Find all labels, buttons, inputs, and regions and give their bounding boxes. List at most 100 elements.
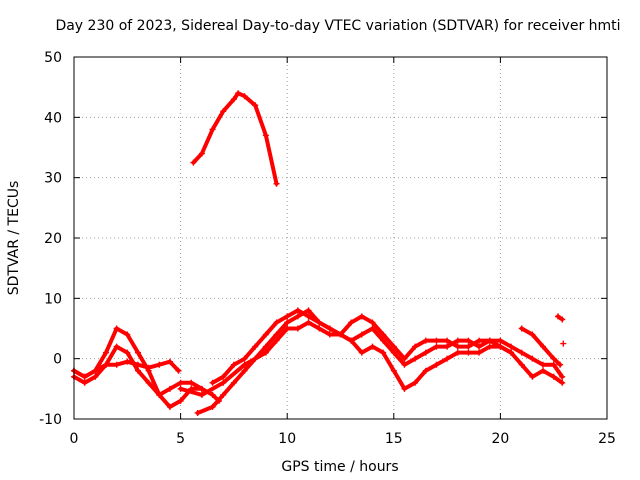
data-point	[230, 379, 237, 386]
data-point	[508, 343, 515, 350]
x-tick-label: 20	[491, 431, 509, 447]
data-point	[305, 307, 312, 314]
data-point	[412, 379, 419, 386]
data-point	[262, 343, 269, 350]
data-point	[113, 361, 120, 368]
data-point	[550, 373, 557, 380]
data-point	[529, 373, 536, 380]
data-point	[316, 319, 323, 326]
data-point	[305, 319, 312, 326]
data-point	[465, 337, 472, 344]
data-point	[284, 325, 291, 332]
x-tick-label: 25	[598, 431, 616, 447]
data-point	[554, 313, 561, 320]
data-point	[81, 373, 88, 380]
data-point	[230, 361, 237, 368]
data-point	[529, 355, 536, 362]
data-point	[145, 364, 152, 371]
data-point	[209, 391, 216, 398]
data-point	[198, 150, 205, 157]
y-tick-label: 0	[53, 352, 62, 368]
data-point	[220, 108, 227, 115]
series-track-5	[210, 308, 565, 385]
data-point	[284, 319, 291, 326]
data-point	[273, 319, 280, 326]
data-point	[177, 379, 184, 386]
data-point	[81, 379, 88, 386]
data-point	[369, 319, 376, 326]
data-point	[497, 343, 504, 350]
y-tick-label: 20	[44, 231, 62, 247]
data-point	[358, 331, 365, 338]
y-axis-label: SDTVAR / TECUs	[6, 181, 22, 296]
data-point	[92, 373, 99, 380]
data-point	[92, 367, 99, 374]
data-point	[175, 367, 182, 374]
data-point	[465, 349, 472, 356]
data-point	[444, 343, 451, 350]
x-tick-label: 5	[176, 431, 185, 447]
axis-ticks: 0 5 10 15 20 25 -10 0 10 20 30 40 50	[39, 50, 616, 447]
y-tick-label: 40	[44, 110, 62, 126]
data-point	[401, 385, 408, 392]
data-point	[262, 349, 269, 356]
series-track-3	[72, 359, 181, 379]
data-point	[220, 379, 227, 386]
data-point	[273, 180, 280, 187]
data-point	[559, 379, 566, 386]
y-tick-label: 50	[44, 50, 62, 66]
data-point	[559, 373, 566, 380]
data-point	[518, 361, 525, 368]
data-point	[412, 343, 419, 350]
data-point	[369, 343, 376, 350]
data-point	[284, 313, 291, 320]
data-point	[559, 316, 566, 323]
data-point	[241, 93, 248, 100]
data-point	[262, 331, 269, 338]
data-point	[166, 403, 173, 410]
data-point	[305, 313, 312, 320]
data-point	[198, 385, 205, 392]
data-point	[422, 367, 429, 374]
data-point	[465, 343, 472, 350]
data-point	[380, 331, 387, 338]
x-tick-label: 0	[70, 431, 79, 447]
data-point	[177, 397, 184, 404]
data-point	[294, 307, 301, 314]
data-point	[433, 343, 440, 350]
data-point	[166, 385, 173, 392]
data-point	[476, 349, 483, 356]
data-point	[454, 343, 461, 350]
data-point	[540, 367, 547, 374]
data-point	[134, 367, 141, 374]
data-point	[444, 355, 451, 362]
y-tick-label: 30	[44, 171, 62, 187]
data-point	[102, 349, 109, 356]
data-point	[241, 355, 248, 362]
data-point	[124, 358, 131, 365]
data-point	[124, 349, 131, 356]
data-point	[358, 349, 365, 356]
data-point	[198, 391, 205, 398]
data-point	[294, 313, 301, 320]
data-point	[497, 337, 504, 344]
data-point	[358, 313, 365, 320]
data-point	[166, 358, 173, 365]
data-point	[390, 349, 397, 356]
data-point	[540, 343, 547, 350]
data-point	[209, 126, 216, 133]
data-point	[422, 337, 429, 344]
data-point	[156, 391, 163, 398]
data-point	[326, 331, 333, 338]
data-point	[557, 361, 564, 368]
data-point	[486, 343, 493, 350]
data-point	[518, 349, 525, 356]
data-point	[241, 367, 248, 374]
data-point	[235, 90, 242, 97]
data-point	[134, 349, 141, 356]
data-point	[444, 337, 451, 344]
data-point	[550, 361, 557, 368]
data-point	[241, 361, 248, 368]
data-point	[369, 325, 376, 332]
data-point	[190, 159, 197, 166]
